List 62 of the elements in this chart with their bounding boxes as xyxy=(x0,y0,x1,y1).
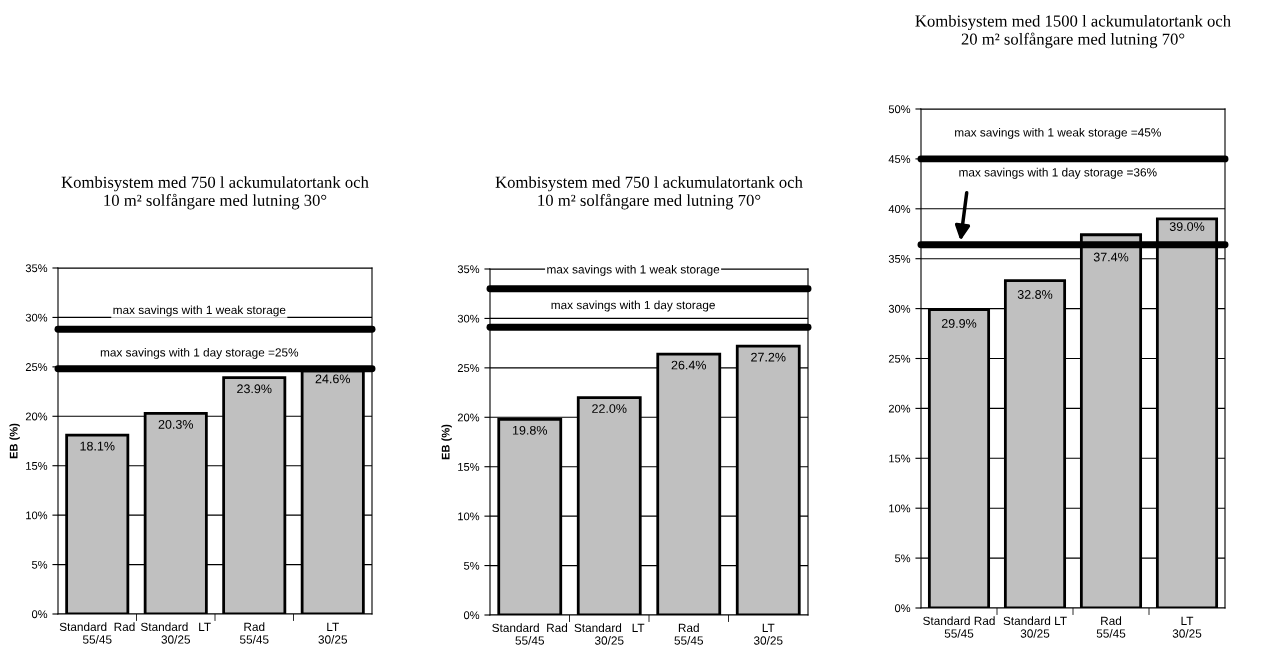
ref-line-label: max savings with 1 day storage =36% xyxy=(959,167,1157,179)
x-tick-label: Rad 55/45 xyxy=(674,623,704,645)
y-tick-label: 5% xyxy=(31,560,48,569)
text: 39.0% xyxy=(1169,222,1205,231)
y-tick-label: 45% xyxy=(888,155,911,164)
y-tick-label: 5% xyxy=(463,561,480,570)
text: 29.9% xyxy=(941,319,977,328)
x-tick-label: Standard LT 30/25 xyxy=(574,623,645,645)
text: 32.8% xyxy=(1017,290,1053,299)
x-tick-label: Rad 55/45 xyxy=(1096,616,1126,638)
y-tick-label: 20% xyxy=(457,413,480,422)
y-tick-label: 30% xyxy=(25,313,48,322)
y-tick-label: 0% xyxy=(463,611,480,620)
x-tick-label: Standard Rad 55/45 xyxy=(923,616,995,638)
y-tick-label: 0% xyxy=(31,610,48,619)
ref-line-label: max savings with 1 weak storage xyxy=(547,264,720,276)
text: 19.8% xyxy=(512,425,548,435)
text: 37.4% xyxy=(1093,252,1129,262)
y-tick-label: 15% xyxy=(458,463,480,471)
y-tick-label: 50% xyxy=(888,105,911,114)
x-tick-label: Standard Rad 55/45 xyxy=(59,622,135,644)
y-tick-label: 35% xyxy=(25,264,48,273)
x-tick-label: LT 30/25 xyxy=(1172,616,1202,638)
text: 24.6% xyxy=(315,374,351,384)
y-tick-label: 10% xyxy=(889,504,911,513)
y-tick-label: 20% xyxy=(25,412,48,421)
text: 18.1% xyxy=(80,441,115,451)
text: 23.9% xyxy=(237,384,272,394)
y-tick-label: 15% xyxy=(889,454,911,463)
text: 20.3% xyxy=(158,419,194,429)
y-tick-label: 30% xyxy=(888,304,911,313)
chart-title: Kombisystem med 750 l ackumulatortank och 10 m² solfångare med lutning 70° xyxy=(495,176,803,210)
y-tick-label: 25% xyxy=(888,354,911,363)
y-tick-label: 25% xyxy=(25,363,48,371)
text: 22.0% xyxy=(592,404,627,413)
y-axis-title: EB (%) xyxy=(441,424,452,460)
x-tick-label: LT 30/25 xyxy=(753,623,783,645)
x-tick-label: LT 30/25 xyxy=(318,622,348,644)
y-axis-title: EB (%) xyxy=(9,423,20,459)
x-tick-label: Standard LT 30/25 xyxy=(1003,616,1067,638)
y-tick-label: 35% xyxy=(888,254,911,263)
y-tick-label: 40% xyxy=(888,205,911,213)
y-tick-label: 20% xyxy=(888,404,911,413)
ref-line-label: max savings with 1 weak storage xyxy=(113,305,286,317)
y-tick-label: 15% xyxy=(26,462,48,470)
x-tick-label: Rad 55/45 xyxy=(239,622,269,644)
text: 27.2% xyxy=(751,352,786,362)
y-tick-label: 35% xyxy=(457,265,480,274)
y-tick-label: 30% xyxy=(457,314,480,323)
y-tick-label: 10% xyxy=(26,511,48,520)
chart-title: Kombisystem med 750 l ackumulatortank och 10 m² solfångare med lutning 30° xyxy=(61,176,369,210)
y-tick-label: 25% xyxy=(457,364,480,372)
x-tick-label: Standard Rad 55/45 xyxy=(492,623,568,645)
y-tick-label: 0% xyxy=(894,604,911,613)
y-tick-label: 5% xyxy=(894,554,911,563)
text: 26.4% xyxy=(671,360,707,370)
ref-line-label: max savings with 1 day storage =25% xyxy=(100,347,299,359)
y-tick-label: 10% xyxy=(458,512,480,521)
x-tick-label: Standard LT 30/25 xyxy=(140,622,211,644)
ref-line-label: max savings with 1 day storage xyxy=(551,300,715,312)
ref-line-label: max savings with 1 weak storage =45% xyxy=(955,127,1161,139)
chart-title: Kombisystem med 1500 l ackumulatortank och 20 m² solfångare med lutning 70° xyxy=(915,14,1231,49)
